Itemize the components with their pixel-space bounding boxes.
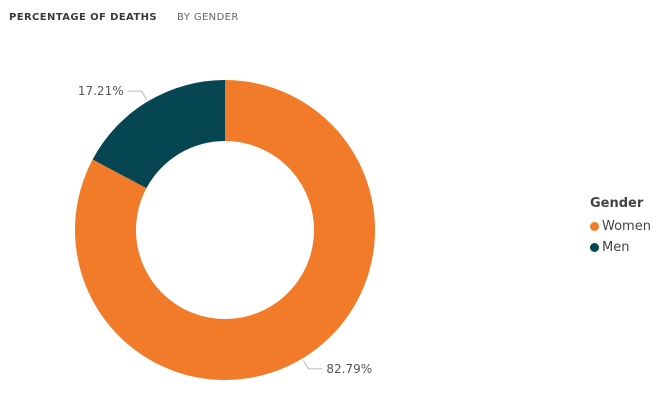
donut-slices xyxy=(74,80,376,380)
legend-label-women: Women xyxy=(602,219,651,234)
data-label-men: 17.21% xyxy=(78,84,124,98)
legend-item-men[interactable]: Men xyxy=(590,237,651,258)
legend-item-women[interactable]: Women xyxy=(590,216,651,237)
chart-title: PERCENTAGE OF DEATHS xyxy=(9,11,158,23)
leader-line-men xyxy=(127,90,148,100)
leader-line-women xyxy=(302,360,323,370)
legend-dot-women-icon xyxy=(590,222,599,231)
leader-lines xyxy=(127,90,323,370)
data-labels: 82.79% 17.21% xyxy=(78,84,372,376)
data-label-women: 82.79% xyxy=(326,362,372,376)
legend-title: Gender xyxy=(590,196,644,211)
donut-slice-men[interactable] xyxy=(92,80,226,189)
chart-header: PERCENTAGE OF DEATHS BY GENDER xyxy=(9,10,239,24)
legend: Gender Women Men xyxy=(590,196,651,258)
legend-dot-men-icon xyxy=(590,243,599,252)
donut-slice-women[interactable] xyxy=(74,80,376,380)
chart-subtitle: BY GENDER xyxy=(177,11,239,23)
legend-label-men: Men xyxy=(602,240,630,255)
